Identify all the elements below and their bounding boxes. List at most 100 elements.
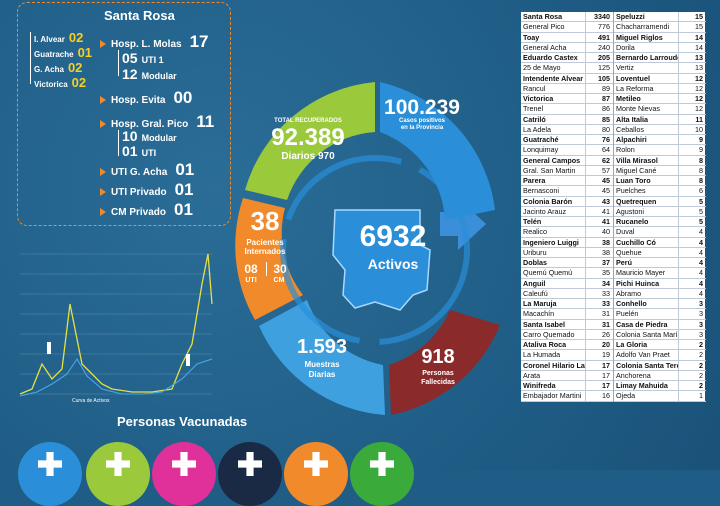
- table-cell-value: 1: [699, 391, 703, 401]
- table-cell-value: 3: [699, 319, 703, 329]
- table-row: Agustoni 5: [614, 206, 706, 217]
- table-row: Perú 4: [614, 258, 706, 269]
- municipality-item: G. Acha 02: [34, 60, 83, 75]
- table-row: La Humada 19: [521, 350, 613, 361]
- table-column-right: Speluzzi 15 Chacharramendi 15 Miguel Riglos 1…: [613, 12, 706, 402]
- plus-icon: [106, 452, 130, 476]
- table-row: Rancul 89: [521, 83, 613, 94]
- fallecidos-value: 918: [421, 346, 455, 368]
- table-column-left: Santa Rosa 3340 General Pico 776 Toay 491 Gene…: [521, 12, 613, 402]
- table-row: Metileo 12: [614, 94, 706, 105]
- table-cell-value: 89: [602, 83, 610, 93]
- table-cell-value: 12: [695, 104, 703, 114]
- table-cell-name: Alpachiri: [614, 135, 679, 145]
- table-row: Chacharramendi 15: [614, 22, 706, 33]
- table-cell-name: Arata: [521, 370, 586, 380]
- ring-segment-positivos: [380, 82, 495, 220]
- table-cell-value: 4: [699, 288, 703, 298]
- hospital-box: [17, 2, 231, 226]
- table-cell-value: 35: [602, 268, 610, 278]
- municipality-item: I. Alvear 02: [34, 30, 84, 45]
- table-cell-name: Victorica: [521, 94, 586, 104]
- table-cell-value: 125: [598, 63, 610, 73]
- table-cell-name: La Gloria: [614, 340, 679, 350]
- table-row: Colonia Barón 43: [521, 196, 613, 207]
- table-cell-value: 4: [699, 268, 703, 278]
- molas-uti: 05 UTI 1: [122, 50, 164, 66]
- table-row: Parera 45: [521, 176, 613, 187]
- arrow-icon: [100, 188, 106, 197]
- muestras-label2: Diarias: [308, 370, 336, 379]
- table-cell-name: Conhello: [614, 299, 679, 309]
- table-row: Toay 491: [521, 32, 613, 43]
- activos-value: 6932: [359, 220, 427, 253]
- table-row: Anguil 34: [521, 278, 613, 289]
- table-cell-name: Realico: [521, 227, 586, 237]
- table-row: Loventuel 12: [614, 73, 706, 84]
- table-cell-name: Santa Isabel: [521, 319, 586, 329]
- table-cell-value: 16: [602, 391, 610, 401]
- table-cell-name: La Reforma: [614, 83, 679, 93]
- table-row: Vertiz 13: [614, 63, 706, 74]
- municipality-item: Guatrache 01: [34, 45, 93, 60]
- table-cell-name: Anchorena: [614, 370, 679, 380]
- table-cell-value: 15: [695, 22, 703, 32]
- table-cell-name: Vertiz: [614, 63, 679, 73]
- positivos-label1: Casos positivos: [398, 118, 445, 124]
- table-row: Quemú Quemú 35: [521, 268, 613, 279]
- table-cell-value: 31: [602, 319, 610, 329]
- table-cell-name: Rucanelo: [614, 217, 679, 227]
- table-row: Uriburu 38: [521, 247, 613, 258]
- table-cell-name: La Adela: [521, 124, 586, 134]
- table-cell-value: 17: [602, 370, 610, 380]
- plus-icon: [238, 452, 262, 476]
- chart-grid: [20, 253, 212, 395]
- hospital-pico: Hosp. Gral. Pico 11: [100, 112, 214, 132]
- table-cell-name: Coronel Hilario Lagos: [523, 360, 586, 370]
- table-row: Arata 17: [521, 370, 613, 381]
- table-row: Colonia Santa Teresa 2: [614, 360, 706, 371]
- table-cell-value: 14: [695, 42, 703, 52]
- table-cell-value: 3: [699, 309, 703, 319]
- table-row: Winifreda 17: [521, 381, 613, 392]
- table-row: Coronel Hilario Lagos 17: [521, 360, 613, 371]
- table-cell-value: 10: [695, 124, 703, 134]
- table-row: Limay Mahuida 2: [614, 381, 706, 392]
- recuperados-value: 92.389: [271, 124, 345, 151]
- table-cell-name: Bernasconi: [521, 186, 586, 196]
- chart-marker: [186, 354, 190, 366]
- table-row: Miguel Cané 8: [614, 165, 706, 176]
- table-cell-name: Casa de Piedra: [614, 319, 679, 329]
- table-cell-value: 40: [602, 227, 610, 237]
- table-cell-name: Carro Quemado: [521, 329, 586, 339]
- table-row: Eduardo Castex 205: [521, 53, 613, 64]
- table-cell-value: 8: [699, 176, 703, 185]
- table-cell-value: 4: [699, 227, 703, 237]
- table-row: Luan Toro 8: [614, 176, 706, 187]
- table-row: Macachín 31: [521, 309, 613, 320]
- table-cell-name: Limay Mahuida: [614, 381, 679, 391]
- chart-marker: [47, 342, 51, 354]
- table-cell-name: Agustoni: [614, 206, 679, 216]
- table-row: Telén 41: [521, 217, 613, 228]
- table-cell-value: 41: [602, 217, 610, 226]
- table-cell-name: Adolfo Van Praet: [614, 350, 679, 360]
- table-cell-value: 87: [602, 94, 610, 103]
- table-row: Dorila 14: [614, 42, 706, 53]
- table-row: Santa Rosa 3340: [521, 12, 613, 23]
- internados-uti-value: 08: [244, 262, 258, 276]
- table-cell-name: Santa Rosa: [521, 12, 586, 22]
- table-row: Caleufú 33: [521, 288, 613, 299]
- table-row: Lonquimay 64: [521, 145, 613, 156]
- table-cell-name: Rancul: [521, 83, 586, 93]
- table-cell-name: Speluzzi: [614, 12, 679, 22]
- table-row: Rucanelo 5: [614, 217, 706, 228]
- pico-modular: 10 Modular: [122, 128, 177, 144]
- uti-acha: UTI G. Acha 01: [100, 160, 194, 180]
- table-row: Abramo 4: [614, 288, 706, 299]
- table-row: General Acha 240: [521, 42, 613, 53]
- table-cell-value: 62: [602, 155, 610, 165]
- hospital-evita: Hosp. Evita 00: [100, 88, 192, 108]
- table-cell-value: 86: [602, 104, 610, 114]
- table-row: Speluzzi 15: [614, 12, 706, 23]
